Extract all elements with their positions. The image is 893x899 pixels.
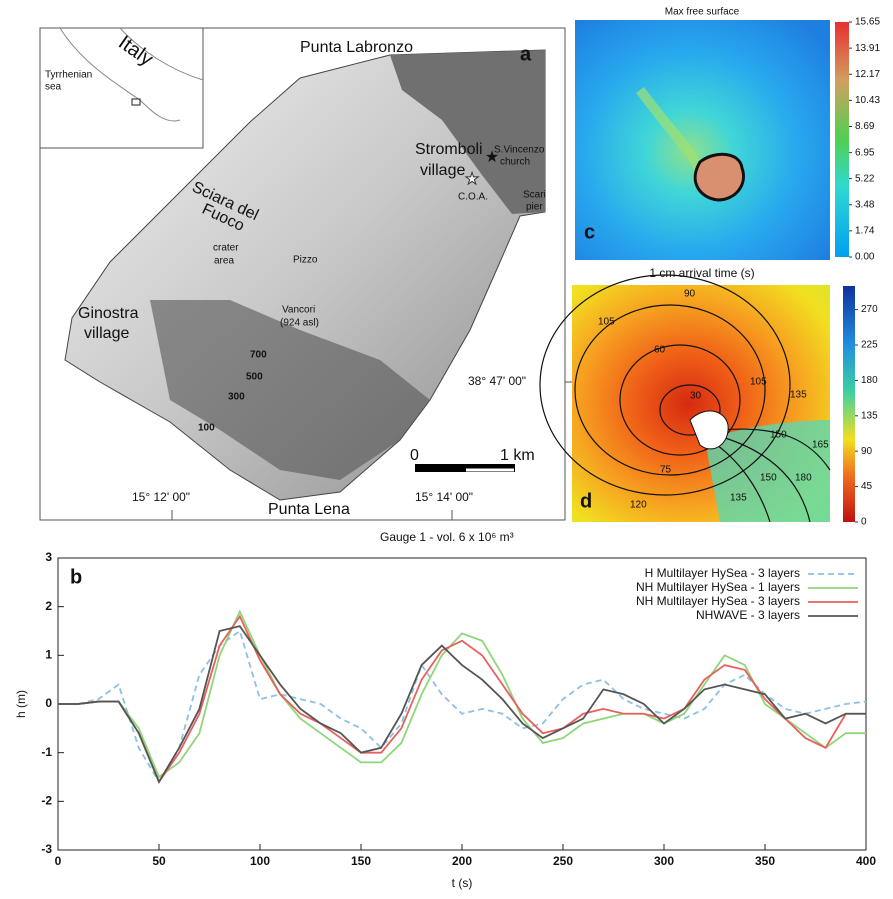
scale-label: 1 km <box>500 447 535 464</box>
place-label: Punta Labronzo <box>300 39 413 56</box>
coa-marker: ★ <box>465 171 479 188</box>
place-label: C.O.A. <box>458 192 488 203</box>
colorbar-tick-label: 8.69 <box>855 121 875 132</box>
x-tick-label: 200 <box>452 854 472 868</box>
contour-label: 500 <box>246 372 263 383</box>
colorbar-tick-label: 180 <box>861 375 878 386</box>
legend-label: NHWAVE - 3 layers <box>696 608 800 622</box>
place-label: Ginostra <box>78 305 139 322</box>
place-label: area <box>214 256 234 267</box>
series-line <box>58 616 866 781</box>
lon-label: 15° 12' 00" <box>132 490 190 504</box>
colorbar <box>843 286 855 522</box>
chart-title: Gauge 1 - vol. 6 x 10⁶ m³ <box>380 530 514 544</box>
lon-label: 15° 14' 00" <box>415 490 473 504</box>
legend-label: NH Multilayer HySea - 1 layers <box>636 580 800 594</box>
y-tick-label: -3 <box>41 842 52 856</box>
panel-label: b <box>70 566 82 588</box>
place-label: Punta Lena <box>268 501 350 518</box>
contour-label: 60 <box>654 345 666 356</box>
island-c <box>695 154 743 200</box>
y-tick-label: 0 <box>45 696 52 710</box>
x-tick-label: 250 <box>553 854 573 868</box>
panel-label: d <box>580 490 592 512</box>
colorbar-tick-label: 3.48 <box>855 199 875 210</box>
contour-label: 100 <box>198 423 215 434</box>
lat-label: 38° 47' 00" <box>468 374 526 388</box>
y-tick-label: 3 <box>45 550 52 564</box>
colorbar-tick-label: 90 <box>861 446 873 457</box>
colorbar-tick-label: 13.91 <box>855 43 880 54</box>
y-tick-label: -1 <box>41 745 52 759</box>
x-tick-label: 100 <box>250 854 270 868</box>
colorbar-tick-label: 6.95 <box>855 147 875 158</box>
place-label: village <box>84 325 129 342</box>
place-label: S.Vincenzo <box>494 145 545 156</box>
contour-label: 90 <box>684 289 696 300</box>
place-label: Stromboli <box>415 141 483 158</box>
contour-label: 700 <box>250 350 267 361</box>
colorbar-tick-label: 10.43 <box>855 95 880 106</box>
panel-title: Max free surface <box>665 7 740 18</box>
place-label: Scari <box>523 190 546 201</box>
series-line <box>58 631 866 782</box>
colorbar-tick-label: 0.00 <box>855 252 875 263</box>
colorbar-tick-label: 5.22 <box>855 173 875 184</box>
place-label: Pizzo <box>293 255 318 266</box>
sea-label: sea <box>45 82 62 93</box>
x-axis-label: t (s) <box>452 876 473 890</box>
map-panel: ★ ★ Punta Labronzo a Italy Tyrrhenian se… <box>40 28 572 520</box>
colorbar-tick-label: 225 <box>861 340 878 351</box>
place-label: crater <box>213 243 239 254</box>
contour-label: 105 <box>598 317 615 328</box>
colorbar-tick-label: 1.74 <box>855 226 875 237</box>
panel-label: a <box>520 43 532 65</box>
colorbar <box>835 22 849 257</box>
panel-c: Max free surface c <box>575 7 849 260</box>
colorbar-tick-label: 0 <box>861 517 867 528</box>
legend-label: H Multilayer HySea - 3 layers <box>645 566 800 580</box>
contour-label: 135 <box>730 493 747 504</box>
x-tick-label: 50 <box>152 854 166 868</box>
contour-label: 150 <box>760 473 777 484</box>
colorbar-tick-label: 45 <box>861 481 873 492</box>
place-label: Vancori <box>282 305 315 316</box>
panel-title: 1 cm arrival time (s) <box>649 266 754 280</box>
x-tick-label: 150 <box>351 854 371 868</box>
y-tick-label: 2 <box>45 599 52 613</box>
colorbar-tick-label: 12.17 <box>855 69 880 80</box>
x-tick-label: 300 <box>654 854 674 868</box>
x-tick-label: 350 <box>755 854 775 868</box>
contour-label: 30 <box>690 391 702 402</box>
panel-d: 1 cm arrival time (s) 105 90 60 30 75 10… <box>540 266 855 522</box>
contour-label: 150 <box>770 430 787 441</box>
contour-label: 120 <box>630 500 647 511</box>
legend-label: NH Multilayer HySea - 3 layers <box>636 594 800 608</box>
contour-label: 300 <box>228 392 245 403</box>
contour-label: 180 <box>795 473 812 484</box>
contour-label: 105 <box>750 377 767 388</box>
figure: ★ ★ Punta Labronzo a Italy Tyrrhenian se… <box>0 0 893 894</box>
colorbar-tick-label: 15.65 <box>855 17 880 28</box>
place-label: (924 asl) <box>280 318 319 329</box>
x-tick-label: 0 <box>55 854 62 868</box>
contour-label: 165 <box>812 440 829 451</box>
sea-label: Tyrrhenian <box>45 70 92 81</box>
contour-label: 75 <box>660 465 672 476</box>
heatmap <box>575 20 830 260</box>
colorbar-tick-label: 270 <box>861 304 878 315</box>
place-label: church <box>500 157 530 168</box>
colorbar-tick-label: 135 <box>861 410 878 421</box>
place-label: pier <box>526 202 543 213</box>
place-label: village <box>420 162 465 179</box>
x-tick-label: 400 <box>856 854 876 868</box>
series-line <box>58 626 866 782</box>
panel-label: c <box>584 221 595 243</box>
y-tick-label: 1 <box>45 648 52 662</box>
y-tick-label: -2 <box>41 794 52 808</box>
y-axis-label: h (m) <box>14 690 28 718</box>
contour-label: 135 <box>790 390 807 401</box>
scale-label: 0 <box>410 447 419 464</box>
